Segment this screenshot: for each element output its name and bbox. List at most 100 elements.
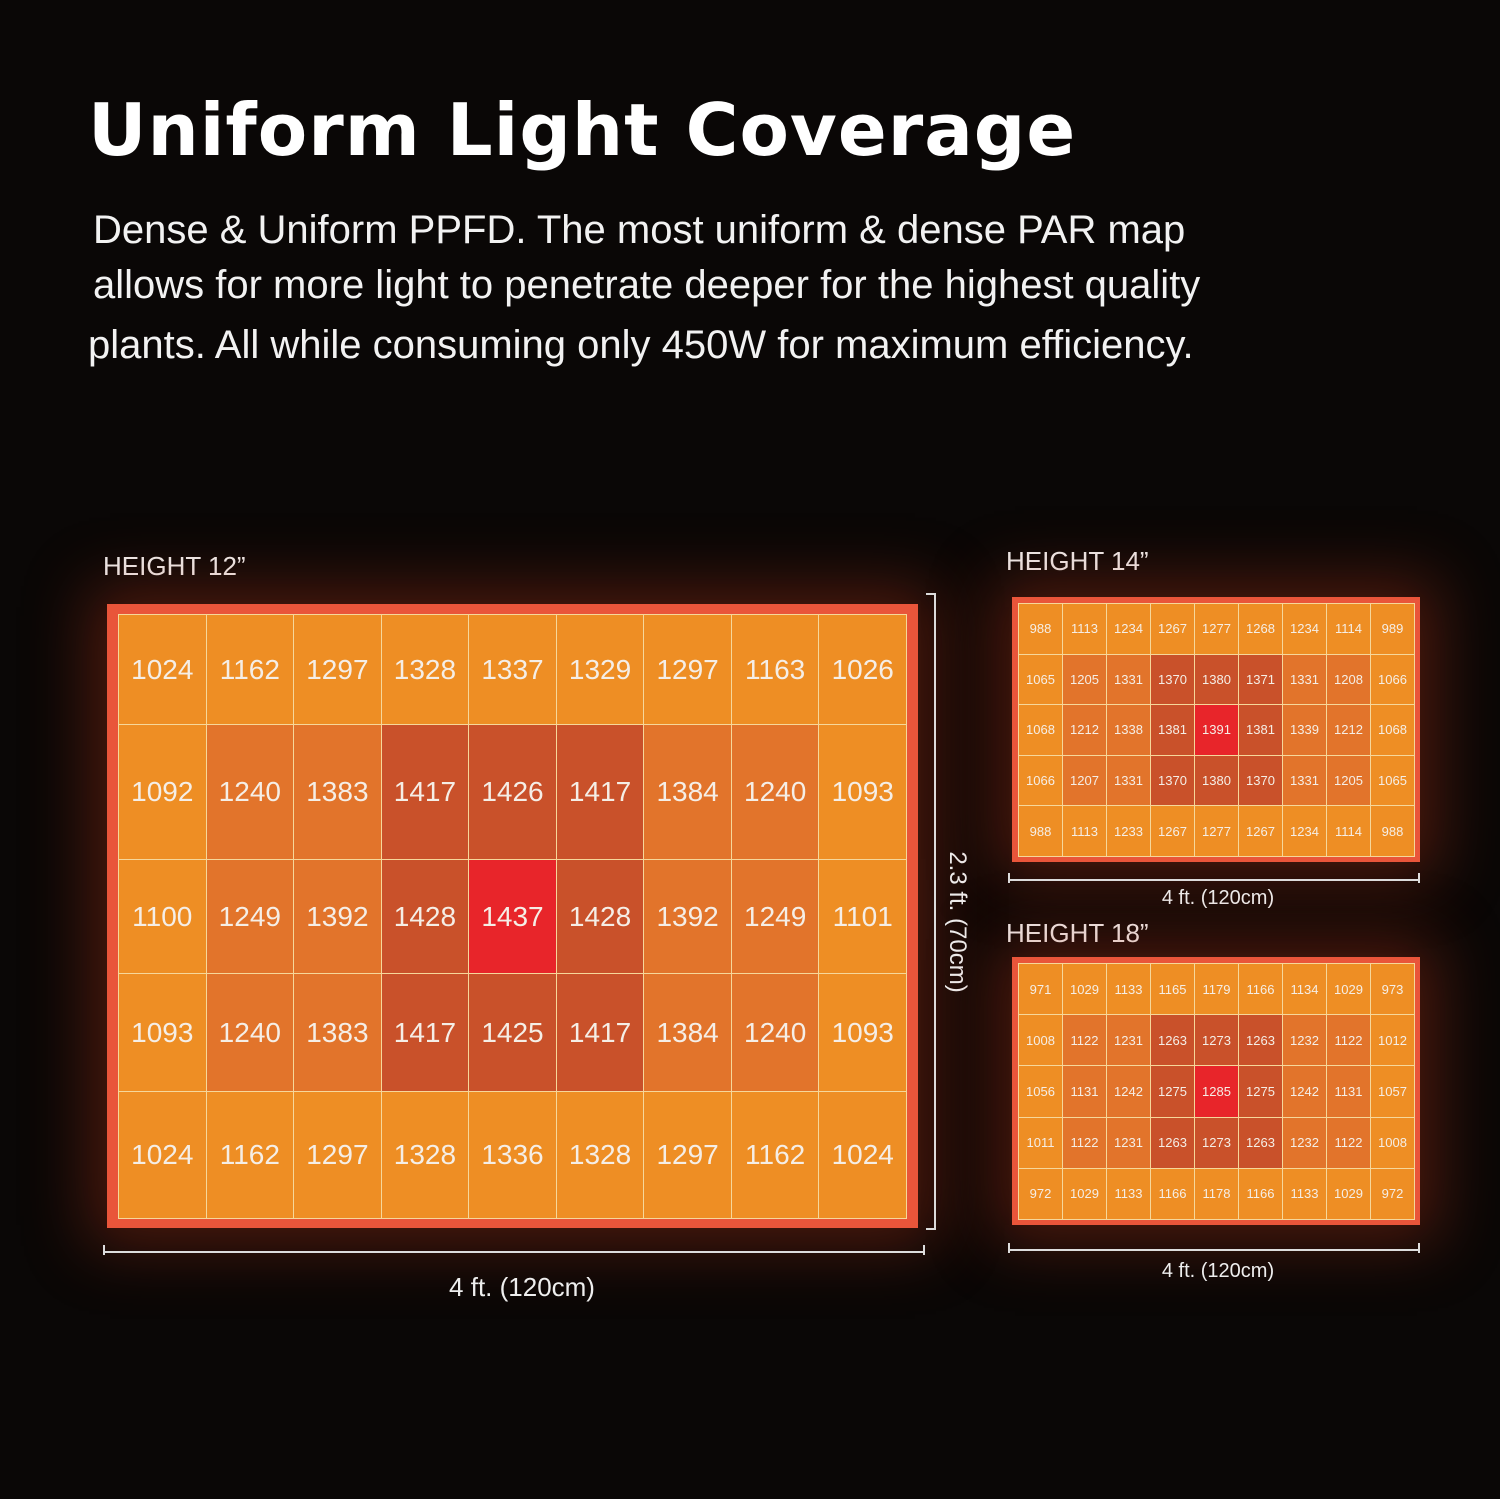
- heatmap-cell: 1285: [1195, 1066, 1239, 1118]
- heatmap-cell: 1370: [1239, 755, 1283, 807]
- heatmap-cell: 1066: [1371, 654, 1415, 706]
- heatmap-cell: 1428: [381, 860, 470, 974]
- heatmap-cell: 1277: [1195, 806, 1239, 857]
- heatmap-cell: 1428: [556, 860, 645, 974]
- heatmap-cell: 1425: [469, 974, 557, 1092]
- heatmap-cell: 1233: [1107, 806, 1151, 857]
- heatmap-cell: 1437: [469, 860, 557, 974]
- heatmap-cell: 1263: [1239, 1117, 1283, 1169]
- heatmap-cell: 1242: [1283, 1066, 1327, 1118]
- heatmap-cell: 1249: [731, 860, 820, 974]
- heatmap-cell: 1068: [1371, 705, 1415, 756]
- heatmap-cell: 1165: [1151, 964, 1195, 1016]
- heatmap-cell: 1101: [819, 860, 907, 974]
- heatmap-cell: 1100: [119, 860, 207, 974]
- heatmap-cell: 1212: [1327, 705, 1371, 756]
- heatmap-cell: 1024: [119, 1092, 207, 1219]
- heatmap-cell: 1392: [644, 860, 732, 974]
- heatmap-cell: 1384: [644, 974, 732, 1092]
- heatmap-cell: 1066: [1019, 755, 1063, 807]
- heatmap-cell: 1381: [1239, 705, 1283, 756]
- heatmap-cell: 1068: [1019, 705, 1063, 756]
- heatmap-12-title: HEIGHT 12”: [103, 551, 246, 581]
- heatmap-cell: 1328: [381, 1092, 470, 1219]
- heatmap-cell: 1370: [1151, 755, 1195, 807]
- heatmap-cell: 1242: [1107, 1066, 1151, 1118]
- description-line-3: plants. All while consuming only 450W fo…: [88, 323, 1194, 367]
- heatmap-cell: 1008: [1019, 1015, 1063, 1067]
- heatmap-cell: 1092: [119, 725, 207, 860]
- heatmap-cell: 1384: [644, 725, 732, 860]
- heatmap-cell: 1249: [206, 860, 295, 974]
- heatmap-cell: 1232: [1283, 1117, 1327, 1169]
- heatmap-cell: 1417: [381, 974, 470, 1092]
- heatmap-cell: 1212: [1063, 705, 1107, 756]
- heatmap-cell: 1231: [1107, 1015, 1151, 1067]
- heatmap-18-xlabel: 4 ft. (120cm): [1161, 1260, 1275, 1282]
- heatmap-cell: 1417: [381, 725, 470, 860]
- heatmap-cell: 1133: [1107, 1168, 1151, 1220]
- heatmap-cell: 1240: [206, 974, 295, 1092]
- heatmap-cell: 1331: [1283, 755, 1327, 807]
- heatmap-cell: 989: [1371, 604, 1415, 655]
- heatmap-cell: 1231: [1107, 1117, 1151, 1169]
- heatmap-cell: 1029: [1063, 964, 1107, 1016]
- heatmap-cell: 1024: [119, 615, 207, 725]
- heatmap-cell: 1383: [294, 974, 382, 1092]
- heatmap-cell: 1392: [294, 860, 382, 974]
- heatmap-cell: 1240: [731, 725, 820, 860]
- heatmap-14-xlabel: 4 ft. (120cm): [1161, 887, 1275, 909]
- heatmap-cell: 1263: [1151, 1117, 1195, 1169]
- heatmap-cell: 1417: [556, 725, 645, 860]
- heatmap-18-title: HEIGHT 18”: [1006, 918, 1149, 948]
- heatmap-cell: 972: [1019, 1168, 1063, 1220]
- heatmap-cell: 1093: [819, 725, 907, 860]
- heatmap-cell: 1134: [1283, 964, 1327, 1016]
- heatmap-cell: 1331: [1107, 755, 1151, 807]
- heatmap-14-title: HEIGHT 14”: [1006, 546, 1149, 576]
- heatmap-cell: 1093: [119, 974, 207, 1092]
- heatmap-14-grid: 988 1113 1234 1267 1277 1268 1234 1114 989 1065 12…: [1018, 603, 1415, 857]
- heatmap-cell: 1339: [1283, 705, 1327, 756]
- heatmap-cell: 1328: [381, 615, 470, 725]
- heatmap-cell: 1426: [469, 725, 557, 860]
- heatmap-cell: 988: [1019, 806, 1063, 857]
- heatmap-cell: 973: [1371, 964, 1415, 1016]
- heatmap-cell: 1234: [1107, 604, 1151, 655]
- heatmap-12-xlabel: 4 ft. (120cm): [449, 1272, 595, 1302]
- heatmap-cell: 1268: [1239, 604, 1283, 655]
- heatmap-cell: 1122: [1063, 1117, 1107, 1169]
- heatmap-cell: 1065: [1371, 755, 1415, 807]
- heatmap-cell: 1163: [731, 615, 820, 725]
- heatmap-cell: 1133: [1107, 964, 1151, 1016]
- heatmap-cell: 1093: [819, 974, 907, 1092]
- heatmap-cell: 988: [1019, 604, 1063, 655]
- heatmap-cell: 1008: [1371, 1117, 1415, 1169]
- heatmap-cell: 1267: [1239, 806, 1283, 857]
- heatmap-cell: 1166: [1239, 964, 1283, 1016]
- heatmap-cell: 1131: [1063, 1066, 1107, 1118]
- heatmap-cell: 1166: [1151, 1168, 1195, 1220]
- heatmap-cell: 1328: [556, 1092, 645, 1219]
- heatmap-cell: 1029: [1327, 1168, 1371, 1220]
- heatmap-cell: 1337: [469, 615, 557, 725]
- heatmap-cell: 1240: [206, 725, 295, 860]
- heatmap-cell: 1277: [1195, 604, 1239, 655]
- heatmap-cell: 1024: [819, 1092, 907, 1219]
- depth-dimension-line-12: [926, 593, 936, 1230]
- heatmap-cell: 1273: [1195, 1117, 1239, 1169]
- heatmap-cell: 988: [1371, 806, 1415, 857]
- heatmap-cell: 1012: [1371, 1015, 1415, 1067]
- heatmap-cell: 1205: [1063, 654, 1107, 706]
- heatmap-cell: 1114: [1327, 604, 1371, 655]
- heatmap-12-grid: 1024 1162 1297 1328 1337 1329 1297 1163 1026 1092…: [118, 614, 907, 1219]
- heatmap-cell: 1207: [1063, 755, 1107, 807]
- heatmap-cell: 1240: [731, 974, 820, 1092]
- heatmap-cell: 1370: [1151, 654, 1195, 706]
- heatmap-cell: 1297: [294, 615, 382, 725]
- heatmap-cell: 1380: [1195, 755, 1239, 807]
- heatmap-cell: 1263: [1239, 1015, 1283, 1067]
- heatmap-cell: 1162: [206, 1092, 295, 1219]
- heatmap-cell: 1380: [1195, 654, 1239, 706]
- heatmap-cell: 1114: [1327, 806, 1371, 857]
